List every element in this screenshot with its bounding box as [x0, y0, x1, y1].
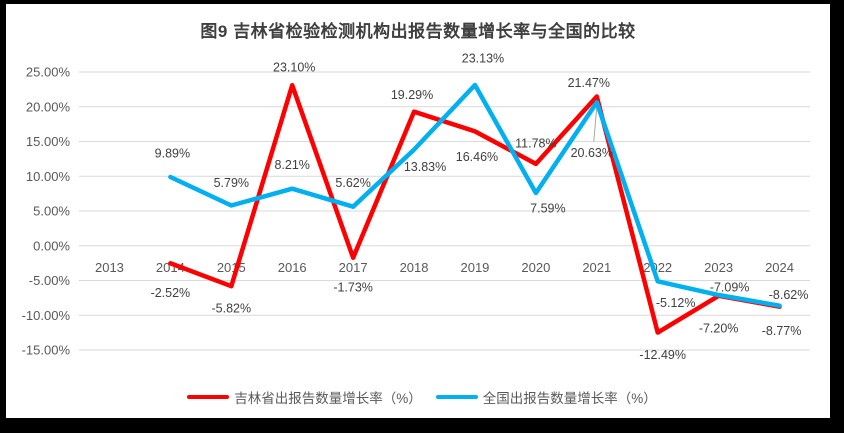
data-label-leader-line — [593, 106, 598, 142]
legend-line-sample-blue — [435, 394, 478, 400]
data-label-jilin: -8.77% — [762, 324, 802, 338]
y-axis-tick-label: -15.00% — [22, 343, 71, 358]
data-label-jilin: -12.49% — [639, 348, 686, 362]
y-axis-tick-label: 20.00% — [26, 99, 71, 114]
data-label-jilin: -2.52% — [151, 286, 191, 300]
data-label-national: -5.12% — [656, 296, 696, 310]
x-axis-category-label: 2023 — [704, 260, 733, 275]
legend-label-jilin: 吉林省出报告数量增长率（%） — [234, 391, 422, 406]
x-axis-category-label: 2022 — [643, 260, 672, 275]
data-label-jilin: 11.78% — [515, 136, 556, 150]
y-axis-tick-label: 0.00% — [33, 238, 70, 253]
data-label-jilin: -5.82% — [211, 302, 251, 316]
x-axis-category-label: 2017 — [339, 260, 368, 275]
series-line-national — [168, 82, 782, 308]
legend: 吉林省出报告数量增长率（%） 全国出报告数量增长率（%） — [0, 387, 844, 407]
data-label-national: 13.83% — [404, 160, 446, 174]
data-label-national: 23.13% — [462, 51, 504, 65]
data-label-national: -8.62% — [769, 288, 809, 302]
legend-label-national: 全国出报告数量增长率（%） — [482, 391, 657, 406]
data-label-national: 8.21% — [274, 158, 309, 172]
legend-item-jilin[interactable]: 吉林省出报告数量增长率（%） — [187, 387, 422, 407]
series-line-jilin — [168, 82, 782, 335]
x-axis-category-label: 2013 — [95, 260, 124, 275]
data-label-jilin: -7.20% — [699, 321, 739, 335]
data-label-national: 20.63% — [571, 146, 613, 160]
data-label-national: -7.09% — [710, 281, 750, 295]
y-axis-tick-label: 5.00% — [33, 204, 70, 219]
data-label-jilin: 21.47% — [568, 76, 610, 90]
y-axis-tick-label: 15.00% — [26, 134, 71, 149]
x-axis-category-label: 2024 — [765, 260, 794, 275]
y-axis-tick-label: 25.00% — [26, 65, 71, 80]
data-label-national: 9.89% — [155, 147, 190, 161]
data-label-jilin: 23.10% — [273, 61, 315, 75]
data-label-jilin: 16.46% — [456, 150, 498, 164]
legend-line-sample-red — [187, 394, 230, 400]
y-axis-tick-label: -5.00% — [29, 273, 71, 288]
x-axis-category-label: 2015 — [217, 260, 246, 275]
x-axis-category-label: 2018 — [400, 260, 429, 275]
x-axis-category-label: 2019 — [460, 260, 489, 275]
data-label-jilin: -1.73% — [333, 280, 373, 294]
x-axis-category-label: 2016 — [278, 260, 307, 275]
x-axis-category-label: 2020 — [521, 260, 550, 275]
legend-item-national[interactable]: 全国出报告数量增长率（%） — [435, 387, 657, 407]
chart-title: 图9 吉林省检验检测机构出报告数量增长率与全国的比较 — [200, 22, 636, 41]
data-label-national: 5.62% — [335, 176, 370, 190]
data-label-jilin: 19.29% — [391, 88, 433, 102]
x-axis-category-label: 2021 — [582, 260, 611, 275]
y-axis-tick-label: 10.00% — [26, 169, 71, 184]
y-axis-tick-label: -10.00% — [22, 308, 71, 323]
data-label-national: 7.59% — [530, 201, 565, 215]
data-label-national: 5.79% — [214, 176, 249, 190]
